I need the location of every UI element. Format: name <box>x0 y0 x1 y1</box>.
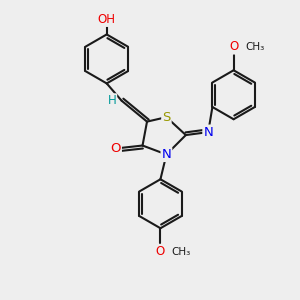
Text: OH: OH <box>98 13 116 26</box>
Text: N: N <box>161 148 171 161</box>
Text: CH₃: CH₃ <box>171 247 190 256</box>
Text: O: O <box>156 245 165 258</box>
Text: S: S <box>162 111 171 124</box>
Text: O: O <box>229 40 238 53</box>
Text: O: O <box>110 142 121 155</box>
Text: CH₃: CH₃ <box>245 42 264 52</box>
Text: N: N <box>203 126 213 139</box>
Text: H: H <box>107 94 116 107</box>
